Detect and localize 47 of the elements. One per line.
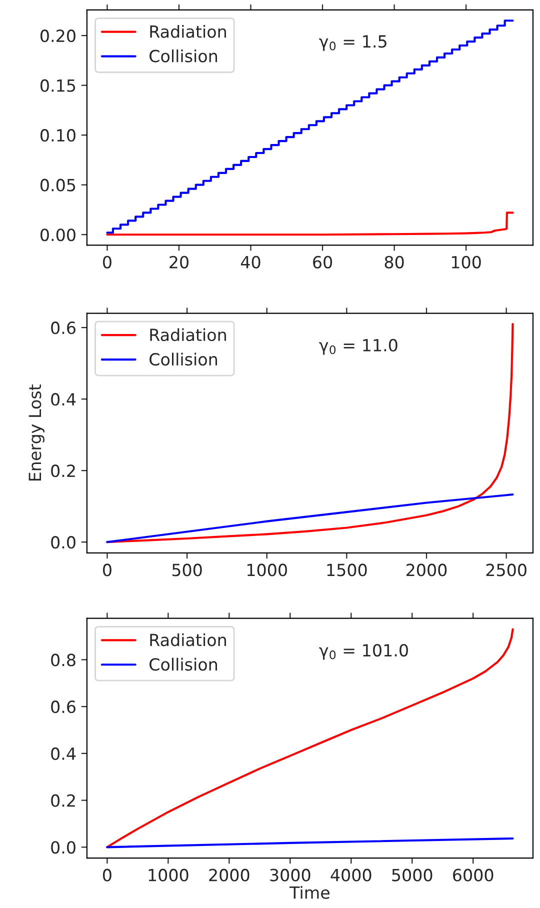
y-tick-label: 0.10	[40, 129, 76, 142]
x-tick-label: 4000	[330, 868, 372, 882]
x-tick-label: 0	[103, 564, 112, 576]
x-tick-label: 2000	[406, 564, 447, 576]
legend-label: Radiation	[150, 24, 226, 38]
legend-label: Radiation	[150, 633, 226, 646]
legend-label: Radiation	[150, 328, 226, 342]
y-tick-label: 0.6	[51, 700, 76, 714]
y-tick-label: 0.0	[51, 536, 76, 549]
y-tick-label: 0.2	[51, 464, 75, 478]
y-tick-label: 0.20	[40, 30, 76, 42]
annotation: γ$_{0}$ = 11.0	[319, 338, 398, 355]
y-tick-label: 0.2	[51, 794, 75, 807]
y-tick-label: 0.6	[51, 322, 76, 334]
y-tick-label: 0.15	[40, 79, 76, 92]
x-tick-label: 6000	[453, 868, 494, 882]
x-tick-label: 100	[452, 256, 481, 268]
x-tick-label: 1000	[247, 564, 287, 576]
y-axis-title: Energy Lost	[28, 384, 44, 481]
line-series	[106, 628, 514, 848]
line-series	[106, 493, 514, 544]
x-tick-label: 1000	[148, 868, 188, 882]
legend-label: Collision	[150, 658, 217, 671]
annotation: γ$_{0}$ = 101.0	[319, 644, 408, 660]
x-tick-label: 80	[384, 256, 404, 268]
y-tick-label: 0.4	[51, 747, 76, 760]
x-tick-label: 20	[170, 256, 188, 268]
y-tick-label: 0.0	[51, 841, 76, 854]
x-axis-title: Time	[290, 886, 330, 899]
annotation: γ$_{0}$ = 1.5	[319, 35, 386, 51]
x-tick-label: 2000	[209, 868, 250, 882]
x-tick-label: 500	[172, 564, 202, 576]
x-tick-label: 3000	[270, 868, 310, 882]
y-tick-label: 0.05	[40, 178, 76, 192]
x-tick-label: 2500	[486, 564, 526, 576]
y-tick-label: 0.4	[51, 393, 76, 406]
x-tick-label: 1500	[327, 564, 367, 576]
x-tick-label: 60	[313, 256, 332, 268]
x-tick-label: 5000	[392, 868, 432, 882]
x-tick-label: 0	[103, 256, 112, 268]
y-tick-label: 0.8	[51, 654, 76, 666]
legend-label: Collision	[150, 49, 217, 62]
x-tick-label: 0	[102, 868, 112, 882]
line-series	[106, 212, 514, 236]
legend-label: Collision	[150, 352, 217, 366]
y-tick-label: 0.00	[40, 228, 76, 242]
x-tick-label: 40	[240, 256, 260, 268]
